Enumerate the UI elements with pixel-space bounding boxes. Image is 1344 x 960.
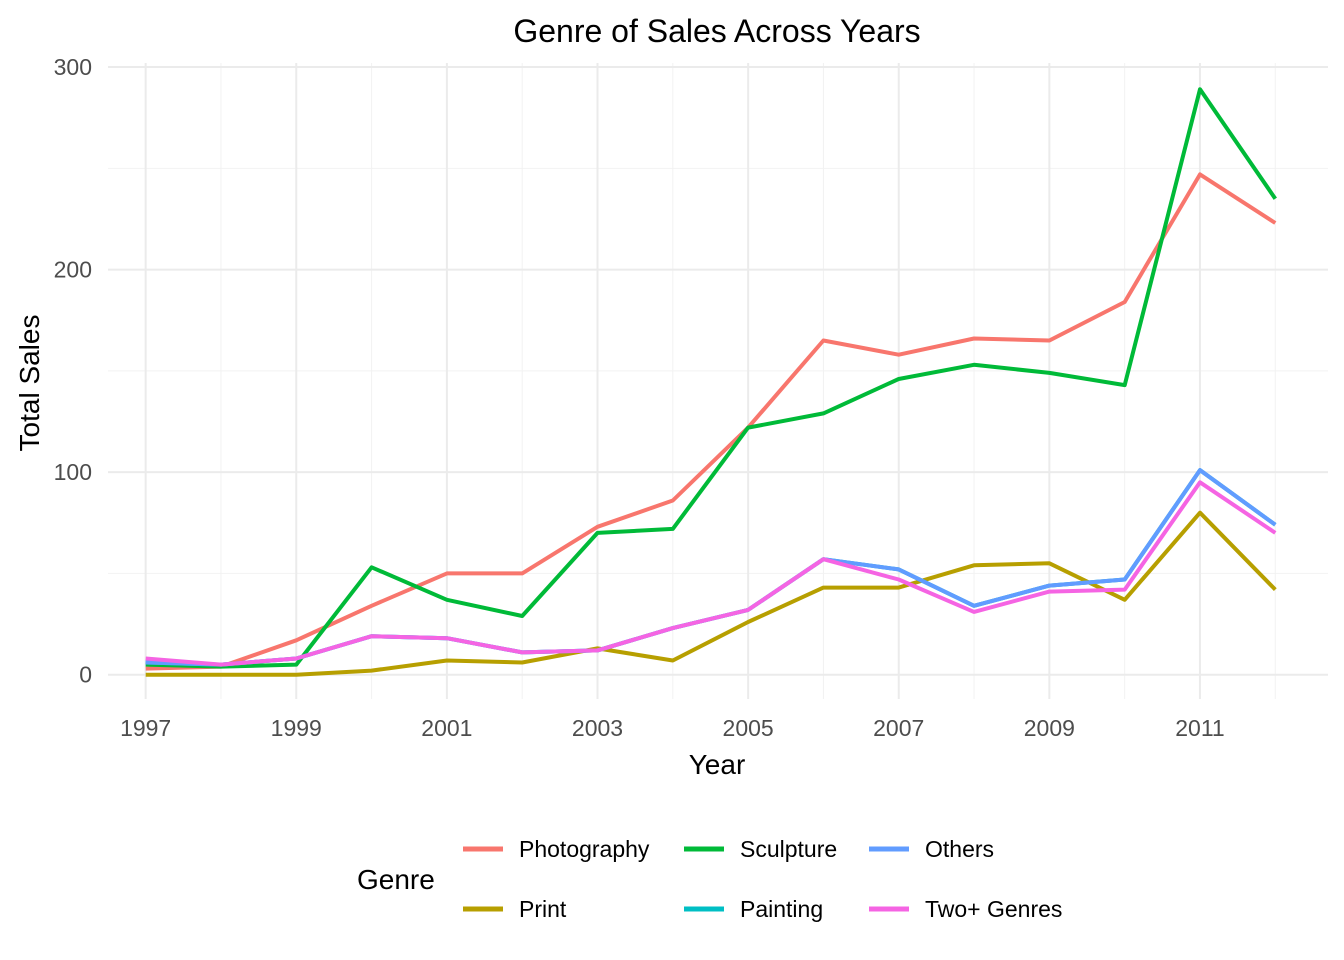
- series-line-two-genres: [145, 480, 1277, 667]
- x-tick-label: 2011: [1175, 715, 1224, 741]
- legend-title: Genre: [357, 864, 435, 895]
- x-tick-label: 2007: [873, 715, 924, 741]
- series-line-photography: [145, 172, 1277, 671]
- x-tick-label: 2001: [421, 715, 472, 741]
- y-tick-label: 300: [54, 54, 92, 80]
- series-line-others: [145, 468, 1277, 667]
- legend-label-others: Others: [925, 836, 994, 862]
- x-tick-label: 2009: [1024, 715, 1075, 741]
- y-axis-ticks: 0 100 200 300: [54, 54, 92, 688]
- series-line-sculpture: [145, 87, 1277, 669]
- x-axis-title: Year: [689, 749, 746, 780]
- legend-label-photography: Photography: [519, 836, 650, 862]
- x-tick-label: 1999: [271, 715, 322, 741]
- grid: [108, 63, 1328, 699]
- y-axis-title: Total Sales: [14, 315, 45, 452]
- series-lines: [145, 87, 1277, 677]
- x-axis-ticks: 1997 1999 2001 2003 2005 2007 2009 2011: [120, 715, 1225, 741]
- legend-label-two-genres: Two+ Genres: [925, 896, 1062, 922]
- y-tick-label: 0: [79, 662, 92, 688]
- legend-label-sculpture: Sculpture: [740, 836, 837, 862]
- legend: Genre Photography Print Sculpture Painting O…: [357, 836, 1062, 922]
- x-tick-label: 1997: [120, 715, 171, 741]
- series-line-painting: [145, 468, 1277, 667]
- y-tick-label: 200: [54, 257, 92, 283]
- series-line-print: [145, 510, 1277, 677]
- x-tick-label: 2003: [572, 715, 623, 741]
- legend-label-painting: Painting: [740, 896, 823, 922]
- x-tick-label: 2005: [723, 715, 774, 741]
- y-tick-label: 100: [54, 459, 92, 485]
- chart-title: Genre of Sales Across Years: [513, 13, 920, 49]
- legend-label-print: Print: [519, 896, 567, 922]
